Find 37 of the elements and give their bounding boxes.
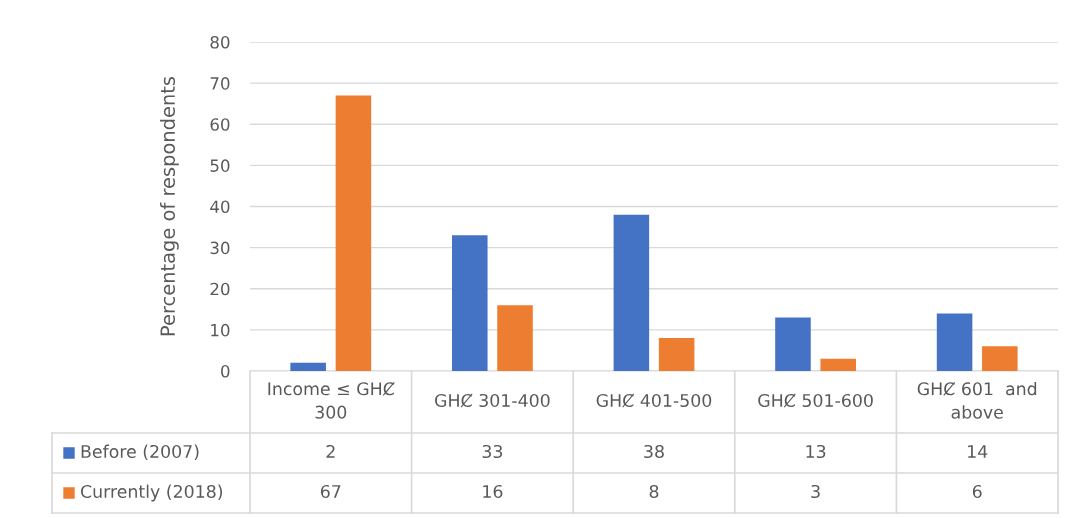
data-label: 14 [968,445,988,458]
data-label: 13 [806,444,826,459]
data-label: 16 [483,484,503,499]
data-label: 3 [811,484,820,499]
bar [658,338,695,371]
x-tick-label: GHȻ 401-500 [596,393,712,408]
bar [452,235,488,371]
y-tick-label: 60 [210,118,230,131]
bar [820,358,856,371]
bar [775,317,811,371]
y-axis-title: Percentage of respondents [159,76,179,336]
data-label: 67 [320,484,341,499]
x-tick-label: GHȻ 601 and above [917,381,1037,419]
data-label: 6 [972,484,982,499]
y-tick-label: 20 [210,282,230,296]
bar [982,346,1018,371]
data-label: 8 [649,484,659,499]
legend-label: Currently (2018) [80,484,223,502]
x-tick-label: Income ≤ GHȻ 300 [268,381,395,419]
legend-label: Before (2007) [81,444,199,461]
bar [936,313,973,371]
data-label: 33 [482,444,503,459]
y-tick-label: 30 [210,241,230,255]
bar [613,214,650,371]
bar [335,95,372,371]
bar [290,362,326,371]
y-tick-label: 10 [211,323,230,337]
x-tick-label: GHȻ 301-400 [435,393,550,408]
y-tick-label: 40 [210,200,230,214]
y-tick-label: 50 [210,159,230,172]
y-tick-label: 80 [210,35,230,49]
y-tick-label: 0 [221,364,230,378]
data-label: 38 [644,444,664,459]
bar [497,305,533,371]
y-tick-label: 70 [210,77,230,90]
data-label: 2 [326,444,335,458]
x-tick-label: GHȻ 501-600 [758,393,873,408]
